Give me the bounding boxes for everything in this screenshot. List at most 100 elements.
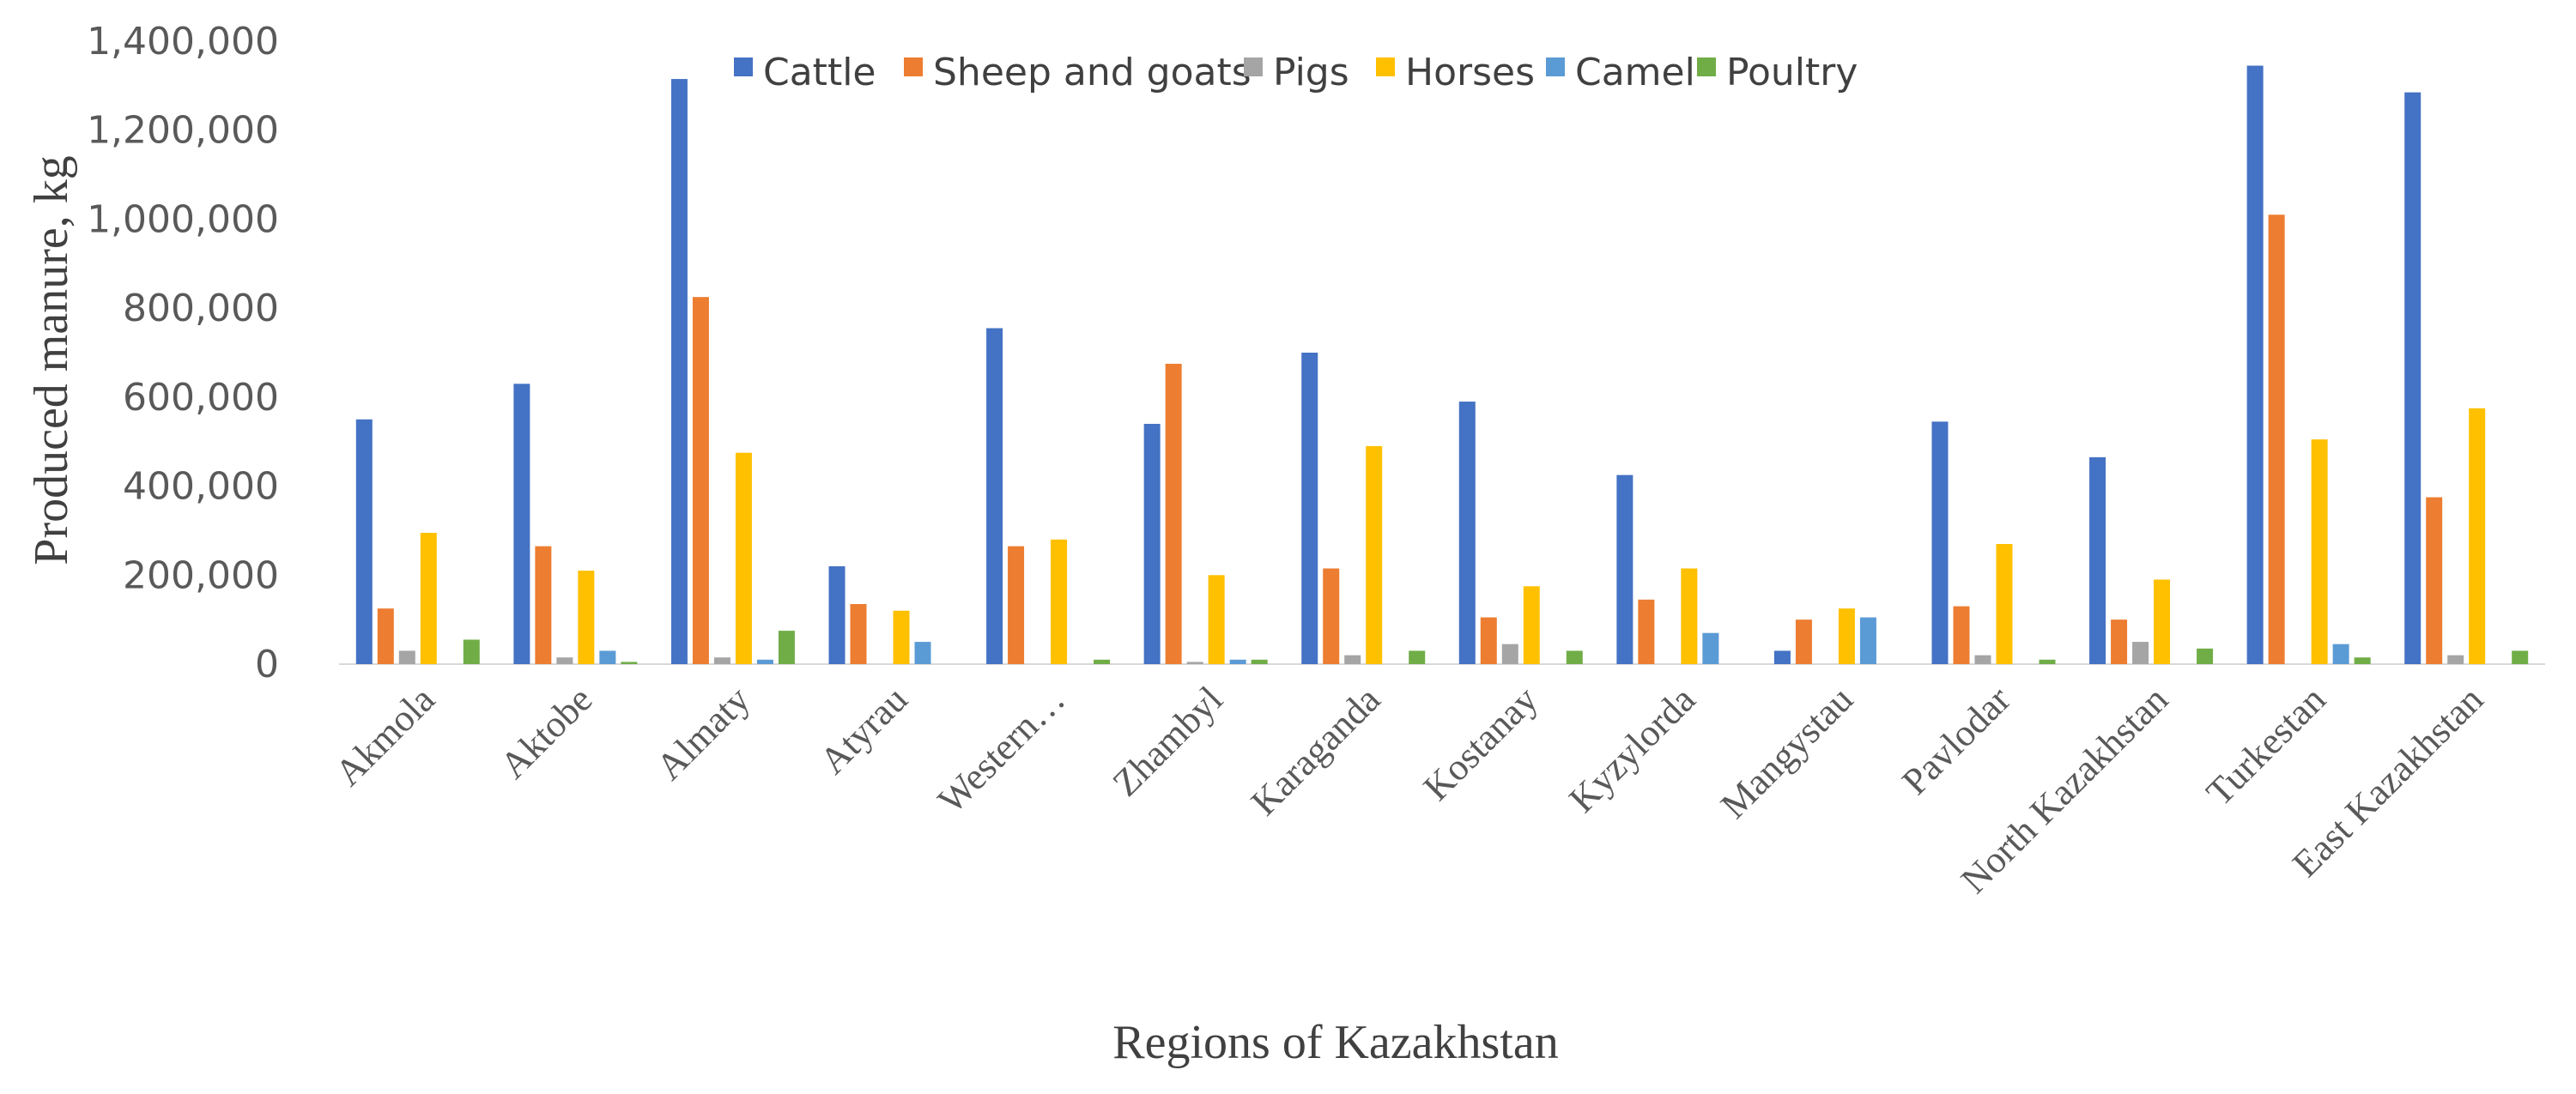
bar-cattle xyxy=(1143,423,1161,664)
y-tick-label: 0 xyxy=(255,643,279,686)
bar-camel xyxy=(1859,617,1876,664)
legend-label: Horses xyxy=(1405,51,1535,94)
bar-horses xyxy=(2469,408,2486,664)
x-tick-label: Almaty xyxy=(648,678,758,788)
y-axis-title: Produced manure, kg xyxy=(25,155,78,565)
bar-sheep-and-goats xyxy=(1638,599,1655,664)
bar-cattle xyxy=(1616,474,1633,664)
bar-poultry xyxy=(2512,650,2529,664)
x-tick-label: Karaganda xyxy=(1243,678,1388,823)
bar-horses xyxy=(1838,608,1855,664)
bar-horses xyxy=(1366,445,1383,664)
bar-poultry xyxy=(778,631,795,664)
bars-group xyxy=(355,65,2529,665)
legend-swatch xyxy=(1546,57,1565,76)
bar-horses xyxy=(1051,539,1068,664)
bar-horses xyxy=(735,452,752,664)
bar-pigs xyxy=(1974,655,1991,664)
bar-pigs xyxy=(2132,642,2149,664)
bar-horses xyxy=(2154,579,2171,664)
bar-camel xyxy=(914,642,931,664)
bar-horses xyxy=(893,610,910,664)
bar-sheep-and-goats xyxy=(1953,606,1970,664)
legend-label: Sheep and goats xyxy=(933,51,1252,94)
bar-cattle xyxy=(2246,65,2264,665)
y-tick-label: 800,000 xyxy=(123,287,279,330)
bar-camel xyxy=(756,659,773,664)
bar-camel xyxy=(1229,659,1246,664)
bar-horses xyxy=(2311,439,2328,664)
y-tick-label: 400,000 xyxy=(123,465,279,509)
y-tick-label: 1,400,000 xyxy=(87,20,279,63)
bar-sheep-and-goats xyxy=(377,608,394,664)
bar-poultry xyxy=(1251,659,1268,664)
bar-horses xyxy=(1208,575,1225,664)
bar-pigs xyxy=(556,657,573,664)
bar-poultry xyxy=(1409,650,1426,664)
y-axis-title-group: Produced manure, kg xyxy=(25,155,78,565)
y-tick-label: 200,000 xyxy=(123,553,279,597)
bar-horses xyxy=(578,571,595,664)
bar-cattle xyxy=(513,384,530,664)
legend-swatch xyxy=(1697,57,1716,76)
bar-pigs xyxy=(2447,655,2464,664)
bar-sheep-and-goats xyxy=(2111,620,2128,664)
legend-label: Poultry xyxy=(1726,51,1858,94)
bar-cattle xyxy=(1931,421,1949,664)
bar-horses xyxy=(1523,586,1540,664)
y-tick-label: 1,000,000 xyxy=(87,197,279,241)
bar-camel xyxy=(2332,644,2349,664)
x-tick-label: Kyzylorda xyxy=(1561,678,1703,820)
bar-sheep-and-goats xyxy=(2426,497,2443,664)
x-tick-label: Aktobe xyxy=(492,678,600,786)
bar-camel xyxy=(599,650,616,664)
bar-camel xyxy=(1702,632,1719,664)
x-tick-label: Kostanay xyxy=(1415,678,1546,808)
legend-swatch xyxy=(904,57,923,76)
x-tick-label: Pavlodar xyxy=(1894,678,2018,802)
bar-cattle xyxy=(828,565,846,664)
bar-horses xyxy=(1996,543,2013,664)
bar-poultry xyxy=(2197,648,2214,664)
legend-label: Cattle xyxy=(763,51,876,94)
bar-pigs xyxy=(398,650,415,664)
bar-cattle xyxy=(1773,650,1791,664)
bar-pigs xyxy=(1344,655,1361,664)
x-tick-label: Mangystau xyxy=(1712,678,1861,826)
bar-cattle xyxy=(2089,456,2106,664)
bar-poultry xyxy=(1566,650,1583,664)
bar-sheep-and-goats xyxy=(535,546,552,664)
x-tick-label: Akmola xyxy=(327,678,443,794)
bar-sheep-and-goats xyxy=(850,603,867,664)
legend-swatch xyxy=(1376,57,1395,76)
bar-horses xyxy=(1681,568,1698,664)
bar-poultry xyxy=(2039,659,2056,664)
x-tick-label: Turkestan xyxy=(2198,678,2334,813)
bar-poultry xyxy=(1094,659,1111,664)
x-axis-ticks: Akmola Aktobe Almaty Atyrau Western… Zhambyl K… xyxy=(327,678,2491,901)
bar-cattle xyxy=(670,79,688,665)
y-axis-ticks: 0 200,000 400,000 600,000 800,000 1,000,000 1,… xyxy=(87,20,279,686)
x-tick-label: Atyrau xyxy=(812,678,916,782)
y-tick-label: 1,200,000 xyxy=(87,109,279,153)
bar-poultry xyxy=(621,662,638,664)
bar-sheep-and-goats xyxy=(692,297,709,664)
x-tick-label: Zhambyl xyxy=(1105,678,1231,804)
bar-sheep-and-goats xyxy=(1795,620,1812,664)
legend-label: Pigs xyxy=(1273,51,1349,94)
legend-swatch xyxy=(1244,57,1263,76)
bar-cattle xyxy=(355,419,373,664)
bar-cattle xyxy=(986,328,1003,664)
y-tick-label: 600,000 xyxy=(123,376,279,420)
bar-horses xyxy=(420,533,437,664)
bar-cattle xyxy=(1301,353,1318,664)
x-tick-label: Western… xyxy=(930,678,1073,821)
bar-pigs xyxy=(1501,644,1518,664)
x-axis-title: Regions of Kazakhstan xyxy=(1112,1016,1558,1069)
bar-pigs xyxy=(713,657,730,664)
bar-sheep-and-goats xyxy=(1323,568,1340,664)
legend-label: Camel xyxy=(1575,51,1695,94)
bar-cattle xyxy=(2404,92,2421,664)
bar-sheep-and-goats xyxy=(1165,363,1182,664)
